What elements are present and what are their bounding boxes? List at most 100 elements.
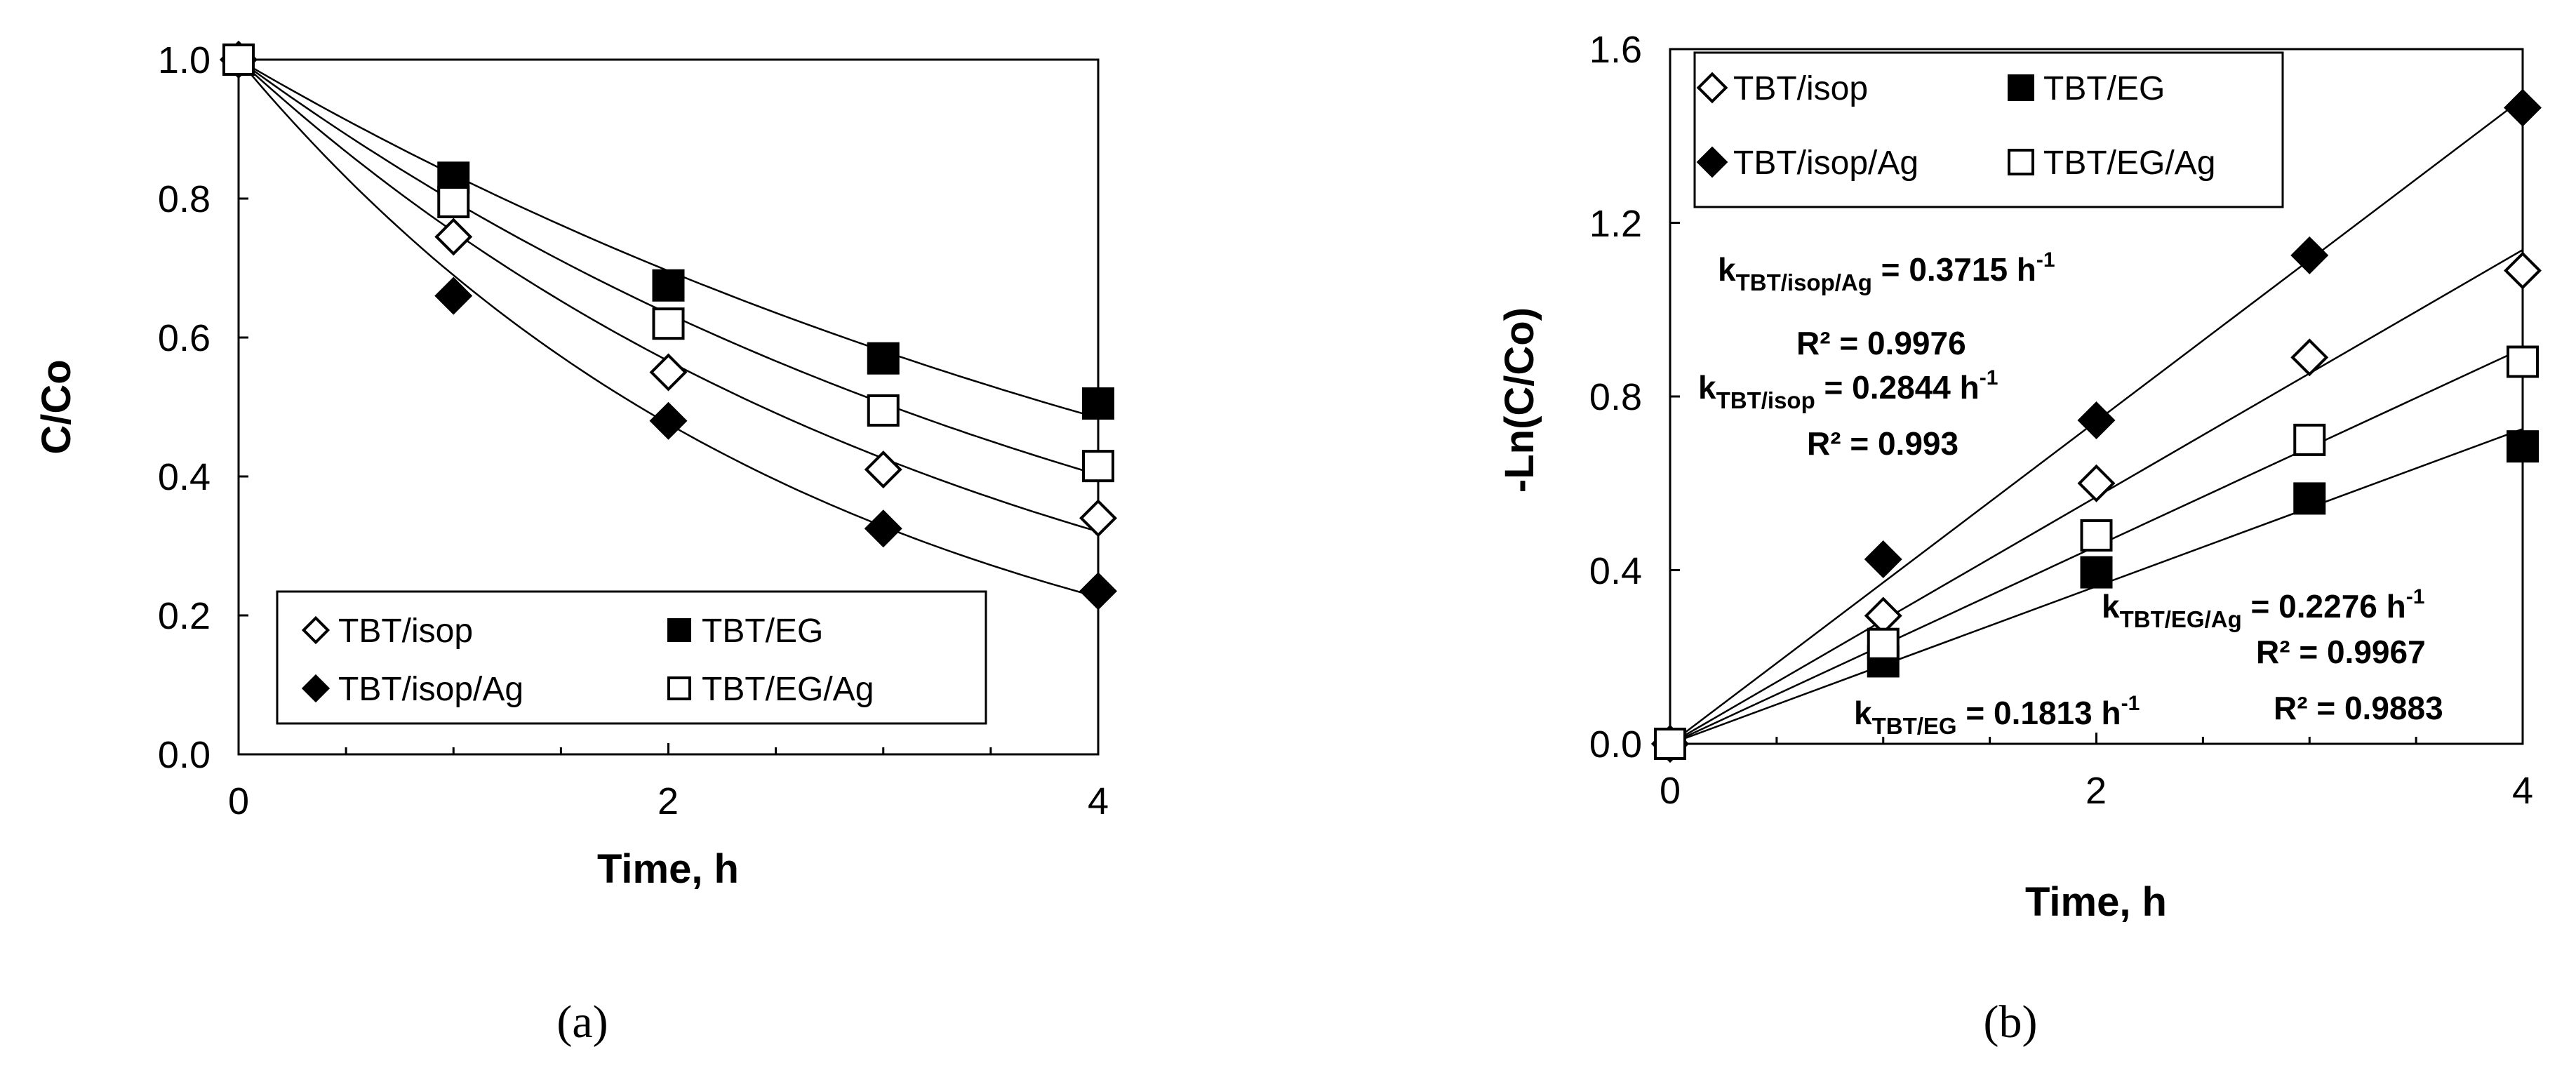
data-point-diamond-filled [2290,236,2329,274]
legend-label: TBT/isop/Ag [338,671,523,708]
rate-constant-annotation: kTBT/isop/Ag = 0.3715 h-1 [1718,248,2055,295]
data-point-square-open [437,185,470,218]
rate-constant-annotation: kTBT/EG/Ag = 0.2276 h-1 [2102,585,2424,632]
legend: TBT/isop TBT/EG TBT/isop/Ag TBT/EG/Ag [276,590,987,725]
x-axis-title: Time, h [2025,879,2167,925]
y-tick-label: 0.4 [158,456,211,498]
legend-label: TBT/isop [1733,70,1868,107]
annotation-value: = 0.2276 h [2242,588,2406,625]
data-point-diamond-open [1079,499,1117,538]
y-tick-label: 1.0 [158,39,211,81]
data-point-diamond-open [649,353,688,392]
data-point-square-filled [2008,74,2034,101]
legend: TBT/isop TBT/EG TBT/isop/Ag TBT/EG/Ag [1693,51,2284,208]
data-point-square-open [2080,519,2113,552]
data-point-square-open [1867,627,1900,660]
data-point-diamond-filled [301,674,331,703]
data-point-diamond-filled [1696,146,1728,178]
data-point-diamond-filled [2077,401,2116,440]
legend-label: TBT/isop/Ag [1733,145,1918,182]
legend-label: TBT/EG [702,613,823,650]
rate-constant-annotation: kTBT/EG = 0.1813 h-1 [1854,692,2140,739]
chart-panel-a: 0.0 0.2 0.4 0.6 0.8 1.0 0 2 4 Time, h C/… [34,39,1117,1048]
annotation-subscript: TBT/isop [1716,387,1815,413]
x-tick-label: 4 [2512,770,2533,812]
r-squared-annotation: R² = 0.9883 [2274,690,2443,726]
data-point-square-filled [2080,556,2113,589]
annotation-subscript: TBT/EG/Ag [2120,606,2242,632]
chart-panel-b: 0.0 0.4 0.8 1.2 1.6 0 2 4 Time, h -Ln(C/… [1497,29,2542,1048]
data-point-square-filled [2507,430,2539,463]
y-tick-label: 0.0 [1589,723,1642,766]
annotation-k: k [1698,369,1716,406]
annotation-subscript: TBT/EG [1872,713,1957,739]
data-point-diamond-filled [864,509,902,548]
legend-box [276,590,987,725]
annotation-superscript: -1 [2406,585,2425,608]
data-point-diamond-filled [434,276,473,315]
y-axis-title: -Ln(C/Co) [1497,307,1542,493]
r-squared-annotation: R² = 0.9976 [1796,325,1966,361]
x-tick-label: 2 [2086,770,2107,812]
legend-markers [301,615,691,703]
y-tick-label: 0.6 [158,317,211,359]
axis-ticks [237,58,1100,756]
panel-label: (b) [1984,996,2038,1048]
data-point-diamond-open [864,450,902,489]
legend-label: TBT/EG/Ag [702,671,874,708]
data-point-square-filled [667,618,691,642]
data-point-square-filled [2293,482,2326,515]
data-point-diamond-filled [1864,540,1902,579]
data-point-square-open [652,307,685,340]
data-point-diamond-open [301,615,331,645]
data-point-diamond-filled [2504,88,2542,127]
data-point-square-open [667,676,691,700]
panel-label: (a) [556,996,608,1048]
y-tick-label: 0.8 [158,178,211,220]
x-tick-label: 0 [1660,770,1681,812]
annotation-superscript: -1 [2121,692,2140,715]
data-point-square-filled [1082,387,1114,420]
annotation-k: k [2102,588,2120,625]
y-tick-label: 1.2 [1589,203,1642,245]
data-point-diamond-open [2290,338,2329,377]
y-tick-label: 0.8 [1589,376,1642,418]
data-point-square-filled [652,269,685,302]
annotation-value: = 0.1813 h [1957,695,2121,731]
legend-box [1693,51,2284,208]
x-tick-label: 0 [228,780,249,822]
annotation-subscript: TBT/isop/Ag [1736,269,1872,295]
annotation-k: k [1718,251,1736,288]
data-point-square-open [867,394,900,427]
x-tick-label: 2 [658,780,679,822]
y-axis-title: C/Co [34,359,79,454]
r-squared-annotation: R² = 0.9967 [2256,634,2426,670]
data-point-square-open [2008,149,2034,175]
data-point-square-open [222,44,255,76]
data-point-square-filled [867,342,900,375]
data-point-diamond-filled [649,401,688,440]
r-squared-annotation: R² = 0.993 [1807,425,1958,462]
annotation-superscript: -1 [1980,366,1998,389]
data-point-square-open [1654,728,1686,760]
y-tick-label: 0.2 [158,595,211,637]
x-tick-label: 4 [1088,780,1109,822]
annotation-k: k [1854,695,1872,731]
data-markers [1651,88,2542,763]
y-tick-label: 0.0 [158,734,211,776]
legend-markers [1696,72,2034,178]
data-point-diamond-filled [1079,572,1117,610]
legend-label: TBT/EG [2043,70,2165,107]
data-point-square-open [2507,345,2539,378]
data-point-square-open [1082,450,1114,483]
data-point-diamond-open [1696,72,1728,104]
annotation-value: = 0.2844 h [1815,369,1980,406]
annotation-value: = 0.3715 h [1872,251,2036,288]
y-tick-label: 0.4 [1589,550,1642,592]
x-axis-title: Time, h [597,846,739,892]
data-point-diamond-open [2077,464,2116,502]
annotation-superscript: -1 [2036,248,2055,272]
data-point-diamond-open [2504,251,2542,290]
data-point-square-open [2293,423,2326,456]
